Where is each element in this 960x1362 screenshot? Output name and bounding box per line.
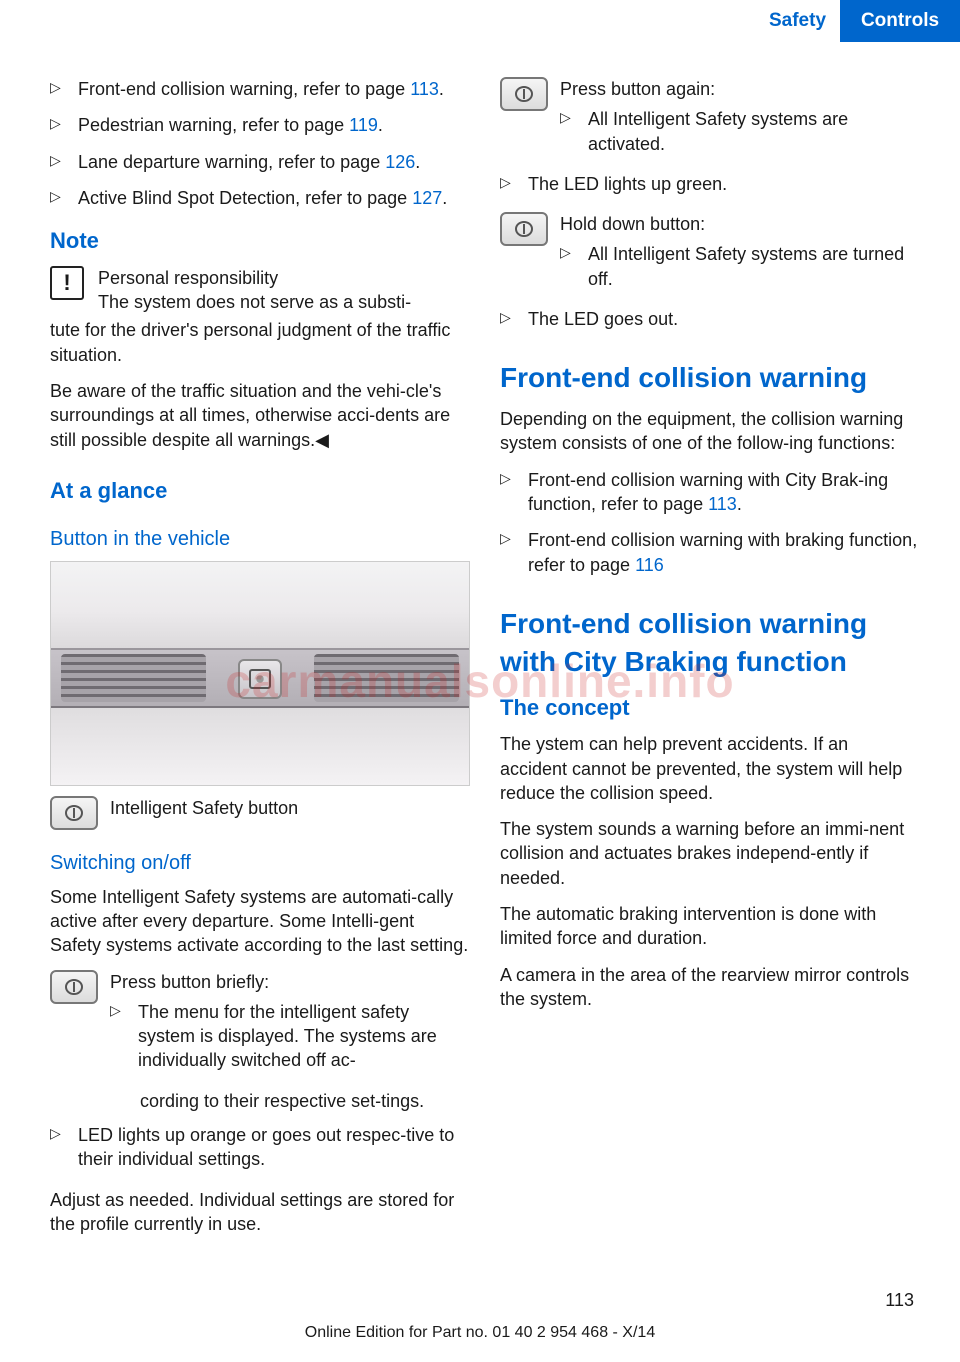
text: . xyxy=(415,152,420,172)
list-item: Front-end collision warning with braking… xyxy=(500,528,920,577)
list-item: All Intelligent Safety systems are turne… xyxy=(560,242,920,291)
page-link[interactable]: 116 xyxy=(635,555,664,575)
paragraph: The automatic braking intervention is do… xyxy=(500,902,920,951)
switching-heading: Switching on/off xyxy=(50,850,470,877)
page-number: 113 xyxy=(885,1288,914,1312)
paragraph: A camera in the area of the rearview mir… xyxy=(500,963,920,1012)
list-item: The LED goes out. xyxy=(500,307,920,331)
text: Pedestrian warning, refer to page xyxy=(78,115,349,135)
text: Lane departure warning, refer to page xyxy=(78,152,385,172)
list-item: Lane departure warning, refer to page 12… xyxy=(50,150,470,174)
figure-caption: Intelligent Safety button xyxy=(110,796,470,820)
hold-down-block: Hold down button: All Intelligent Safety… xyxy=(500,212,920,301)
text: Front-end collision warning, refer to pa… xyxy=(78,79,410,99)
safety-button-icon xyxy=(500,212,548,246)
safety-button-icon xyxy=(50,970,98,1004)
vent-graphic xyxy=(61,654,206,702)
intro-bullet-list: Front-end collision warning, refer to pa… xyxy=(50,77,470,210)
warning-line: The system does not serve as a substi‐ xyxy=(98,290,470,314)
vehicle-button-figure xyxy=(50,561,470,786)
intelligent-safety-button xyxy=(238,659,282,699)
hold-down-label: Hold down button: xyxy=(560,212,920,236)
page-link[interactable]: 126 xyxy=(385,152,415,172)
text: . xyxy=(737,494,742,514)
paragraph: The system sounds a warning before an im… xyxy=(500,817,920,890)
page-link[interactable]: 113 xyxy=(708,494,737,514)
list-item: LED lights up orange or goes out respec‐… xyxy=(50,1123,470,1172)
press-briefly-block: Press button briefly: The menu for the i… xyxy=(50,970,470,1083)
paragraph: tute for the driver's personal judgment … xyxy=(50,318,470,367)
header-chapter-label: Controls xyxy=(840,0,960,42)
warning-icon: ! xyxy=(50,266,84,300)
note-heading: Note xyxy=(50,226,470,256)
text: . xyxy=(378,115,383,135)
press-again-label: Press button again: xyxy=(560,77,920,101)
paragraph: Depending on the equipment, the collisio… xyxy=(500,407,920,456)
paragraph: Adjust as needed. Individual settings ar… xyxy=(50,1188,470,1237)
page-link[interactable]: 113 xyxy=(410,79,439,99)
safety-button-icon xyxy=(50,796,98,830)
list-item: Active Blind Spot Detection, refer to pa… xyxy=(50,186,470,210)
text: . xyxy=(439,79,444,99)
button-in-vehicle-heading: Button in the vehicle xyxy=(50,526,470,553)
list-item: Front-end collision warning, refer to pa… xyxy=(50,77,470,101)
press-again-block: Press button again: All Intelligent Safe… xyxy=(500,77,920,166)
page-body: Front-end collision warning, refer to pa… xyxy=(0,42,960,1274)
continuation-text: cording to their respective set‐tings. xyxy=(50,1089,470,1113)
front-end-collision-heading: Front-end collision warning xyxy=(500,359,920,397)
list-item: The menu for the intelligent safety syst… xyxy=(110,1000,470,1073)
warning-title: Personal responsibility xyxy=(98,266,470,290)
press-briefly-label: Press button briefly: xyxy=(110,970,470,994)
text: Active Blind Spot Detection, refer to pa… xyxy=(78,188,412,208)
list-item: All Intelligent Safety systems are activ… xyxy=(560,107,920,156)
warning-block: ! Personal responsibility The system doe… xyxy=(50,266,470,315)
paragraph: Some Intelligent Safety systems are auto… xyxy=(50,885,470,958)
safety-button-icon xyxy=(500,77,548,111)
at-a-glance-heading: At a glance xyxy=(50,476,470,506)
page-link[interactable]: 119 xyxy=(349,115,378,135)
text: . xyxy=(442,188,447,208)
concept-heading: The concept xyxy=(500,693,920,723)
header-section-label: Safety xyxy=(755,0,840,42)
vent-graphic xyxy=(314,654,459,702)
button-glyph-icon xyxy=(249,669,271,689)
figure-caption-row: Intelligent Safety button xyxy=(50,796,470,830)
city-braking-heading: Front-end collision warning with City Br… xyxy=(500,605,920,681)
paragraph: Be aware of the traffic situation and th… xyxy=(50,379,470,452)
page-link[interactable]: 127 xyxy=(412,188,442,208)
list-item: The LED lights up green. xyxy=(500,172,920,196)
list-item: Front-end collision warning with City Br… xyxy=(500,468,920,517)
page-header: Safety Controls xyxy=(0,0,960,42)
paragraph: The ystem can help prevent accidents. If… xyxy=(500,732,920,805)
footer-text: Online Edition for Part no. 01 40 2 954 … xyxy=(0,1322,960,1344)
text: Front-end collision warning with braking… xyxy=(528,530,917,574)
list-item: Pedestrian warning, refer to page 119. xyxy=(50,113,470,137)
